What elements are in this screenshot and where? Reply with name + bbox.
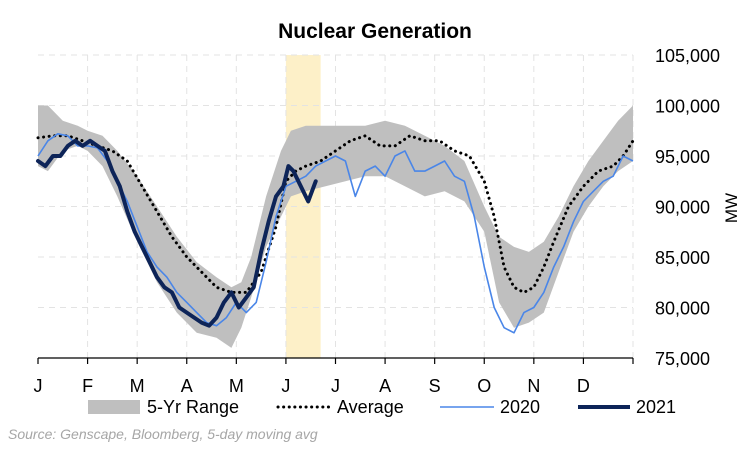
x-tick-label: J [281,376,290,396]
x-tick-label: J [331,376,340,396]
legend-swatch-range [88,400,140,414]
x-tick-label: D [577,376,590,396]
x-tick-label: A [181,376,193,396]
legend-label-2021: 2021 [636,397,676,417]
legend-label-2020: 2020 [500,397,540,417]
x-tick-label: M [229,376,244,396]
y-tick-label: 105,000 [655,46,720,66]
y-axis: 75,000 80,000 85,000 90,000 95,000 100,000 105… [655,46,720,369]
y-tick-label: 75,000 [655,349,710,369]
y-tick-label: 95,000 [655,147,710,167]
series-5yr-range [38,105,633,348]
y-tick-label: 90,000 [655,198,710,218]
chart-title: Nuclear Generation [278,20,472,43]
y-tick-label: 80,000 [655,299,710,319]
series-2021 [36,138,318,328]
x-tick-label: J [34,376,43,396]
legend-label-range: 5-Yr Range [147,397,239,417]
y-axis-label: MW [722,193,741,223]
y-tick-label: 100,000 [655,97,720,117]
legend: 5-Yr Range Average 2020 2021 [88,397,676,417]
series-average [36,134,635,295]
x-tick-label: O [477,376,491,396]
series-2020 [37,133,634,334]
source-note: Source: Genscape, Bloomberg, 5-day movin… [8,426,318,442]
x-tick-label: F [82,376,93,396]
x-tick-label: A [379,376,391,396]
x-tick-label: S [429,376,441,396]
x-tick-label: M [130,376,145,396]
legend-label-average: Average [337,397,404,417]
y-tick-label: 85,000 [655,248,710,268]
x-tick-label: N [527,376,540,396]
